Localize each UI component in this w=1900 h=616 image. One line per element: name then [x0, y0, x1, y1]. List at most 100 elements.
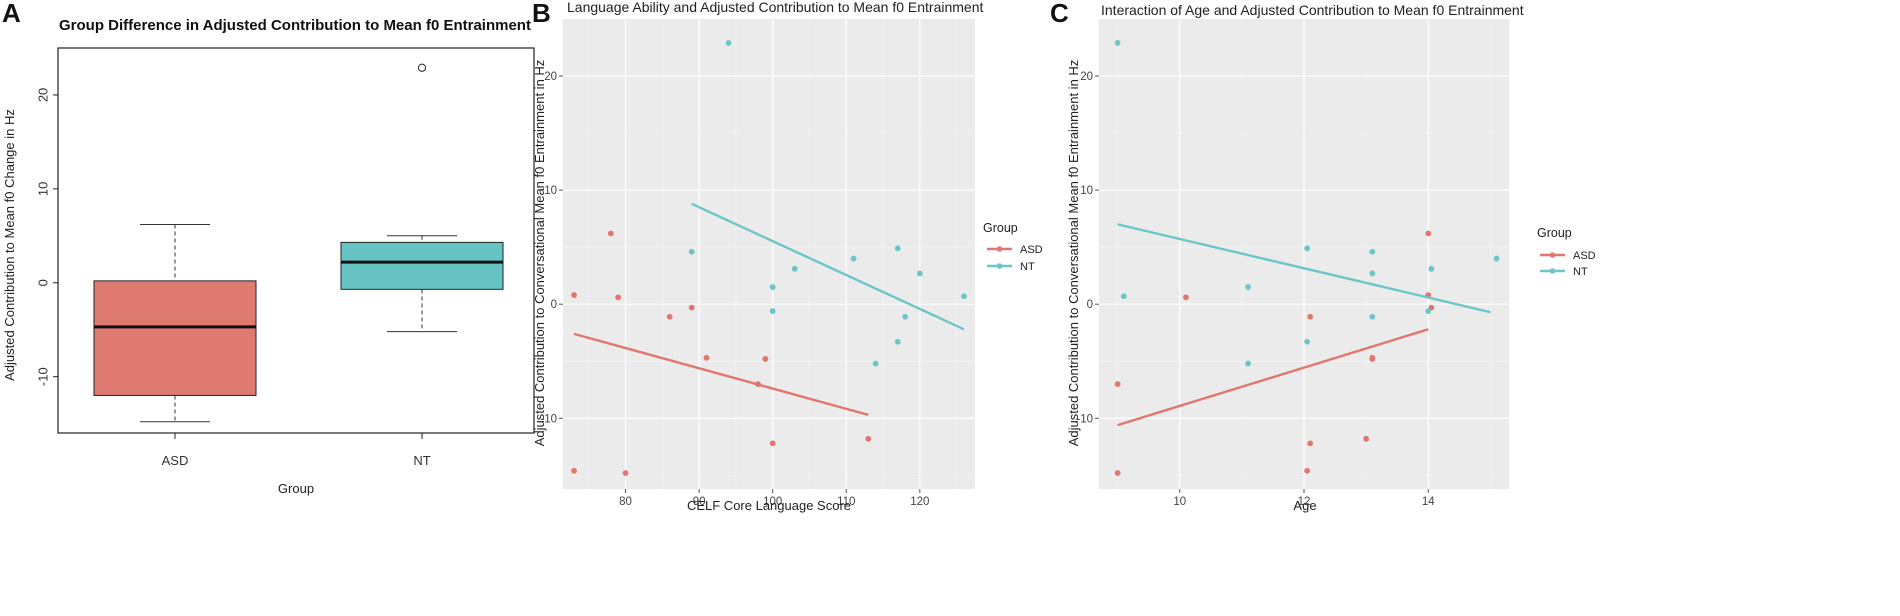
panel-b-asd-point	[755, 381, 761, 387]
panel-a-title: Group Difference in Adjusted Contributio…	[59, 17, 531, 34]
panel-b-asd-point	[607, 230, 614, 237]
panel-a-nt-outlier	[417, 63, 427, 72]
panel-c-nt-point	[1369, 313, 1376, 320]
panel-c-legend-asd-label: ASD	[1573, 250, 1596, 262]
panel-a-x-axis: ASD NT	[162, 433, 431, 468]
panel-c-legend-title: Group	[1537, 226, 1572, 240]
panel-c-series	[1114, 40, 1500, 476]
panel-b-title: Language Ability and Adjusted Contributi…	[567, 0, 984, 15]
panel-b-nt-point	[850, 255, 857, 262]
panel-b-legend-asd-marker	[996, 246, 1003, 252]
panel-b-nt-point	[961, 293, 967, 300]
panel-c-nt-point	[1114, 40, 1121, 46]
panel-c-nt-point	[1304, 245, 1311, 252]
panel-b-asd-point	[571, 467, 577, 474]
panel-c-legend-nt-label: NT	[1573, 266, 1588, 278]
panel-c-x-tick-label: 12	[1298, 496, 1311, 508]
panel-c-nt-point	[1120, 293, 1127, 300]
panel-b-axes: 80 90 100 110 120 -10 0 10 20	[540, 71, 929, 508]
panel-b-nt-point	[902, 313, 909, 320]
panel-c-x-label: Age	[1293, 498, 1316, 513]
panel-c-y-tick-label: 0	[1087, 299, 1093, 311]
panel-b-y-tick-label: 0	[551, 299, 557, 311]
panel-b-nt-point	[894, 245, 901, 252]
panel-b-y-tick-label: 10	[544, 185, 557, 197]
panel-c-nt-fit-line	[1117, 223, 1491, 314]
panel-c-asd-point	[1114, 381, 1121, 387]
panel-c-nt-point	[1428, 265, 1435, 272]
panel-b-asd-point	[615, 294, 622, 301]
panel-a-boxes	[93, 63, 504, 423]
panel-b-series	[571, 40, 967, 476]
panel-b-nt-point	[769, 308, 776, 314]
panel-c-x-tick-label: 14	[1422, 496, 1435, 508]
panel-b-asd-point	[703, 354, 710, 361]
panel-c-legend-nt-marker	[1549, 268, 1556, 274]
panel-b-nt-point	[872, 360, 879, 367]
panel-b-nt-point	[688, 248, 695, 255]
panel-b-x-tick-label: 100	[763, 496, 782, 508]
panel-b-nt-fit-line	[691, 202, 965, 331]
panel-b-nt-point	[916, 270, 923, 277]
panel-c-asd-point	[1369, 356, 1376, 362]
panel-c-legend-asd-marker	[1549, 252, 1556, 258]
panel-b-nt-point	[769, 284, 776, 290]
panel-c-asd-point	[1304, 467, 1311, 474]
panel-b-asd-fit-line	[573, 332, 869, 417]
panel-b-x-tick-label: 90	[693, 496, 706, 508]
panel-a-y-label: Adjusted Contribution to Mean f0 Change …	[2, 109, 17, 381]
panel-c-asd-point	[1307, 313, 1314, 320]
panel-b-asd-point	[688, 304, 695, 311]
panel-c: C Interaction of Age and Adjusted Contri…	[1050, 0, 1596, 513]
panel-a-y-axis: -10 0 10 20	[35, 88, 58, 386]
panel-c-letter: C	[1050, 0, 1069, 28]
panel-b-legend: Group ASD NT	[983, 221, 1043, 273]
panel-b-x-tick-label: 120	[910, 496, 929, 508]
panel-c-asd-fit-line	[1117, 328, 1429, 427]
panel-c-asd-point	[1363, 435, 1370, 442]
panel-b-x-tick-label: 110	[837, 496, 855, 508]
panel-a: A Group Difference in Adjusted Contribut…	[2, 0, 535, 496]
panel-c-y-tick-label: 20	[1080, 71, 1093, 83]
panel-b-asd-point	[622, 470, 629, 476]
panel-b-nt-point	[791, 265, 798, 272]
panel-a-y-tick-label: 0	[35, 279, 50, 286]
panel-b-asd-point	[571, 292, 577, 298]
panel-c-asd-point	[1114, 470, 1121, 476]
panel-b-legend-nt-marker	[996, 263, 1003, 269]
panel-c-gridlines	[1099, 19, 1509, 489]
panel-b-asd-point	[769, 440, 776, 447]
panel-b-plot-background	[563, 19, 975, 489]
panel-b-legend-nt-label: NT	[1020, 261, 1035, 273]
panel-c-legend: Group ASD NT	[1537, 226, 1596, 278]
panel-c-x-tick-label: 10	[1173, 496, 1186, 508]
panel-c-asd-point	[1425, 230, 1432, 237]
panel-b-x-label: CELF Core Language Score	[687, 498, 851, 513]
panel-c-nt-point	[1245, 284, 1251, 290]
panel-b-gridlines	[563, 19, 975, 489]
panel-c-nt-point	[1369, 270, 1376, 277]
panel-c-axes: 10 12 14 -10 0 10 20	[1076, 71, 1435, 508]
panel-b-asd-point	[865, 435, 872, 442]
panel-c-nt-point	[1304, 338, 1311, 345]
panel-b-asd-point	[666, 313, 673, 320]
panel-c-nt-point	[1369, 248, 1376, 255]
panel-b-y-tick-label: -10	[540, 413, 557, 425]
panel-a-nt-box	[340, 241, 504, 290]
panel-c-nt-point	[1245, 360, 1251, 367]
panel-b-legend-title: Group	[983, 221, 1018, 235]
panel-b-letter: B	[532, 0, 551, 28]
panel-a-y-tick-label: -10	[35, 367, 50, 386]
panel-c-nt-point	[1493, 255, 1500, 262]
panel-a-y-tick-label: 20	[35, 88, 50, 102]
panel-a-x-tick-label: ASD	[162, 453, 189, 468]
panel-a-letter: A	[2, 0, 21, 28]
panel-a-asd-box	[93, 280, 257, 396]
panel-b-x-tick-label: 80	[619, 496, 632, 508]
panel-b: B Language Ability and Adjusted Contribu…	[532, 0, 1043, 513]
panel-a-x-tick-label: NT	[413, 453, 430, 468]
panel-b-legend-asd-label: ASD	[1020, 244, 1043, 256]
panel-c-y-label: Adjusted Contribution to Conversational …	[1066, 60, 1081, 447]
panel-b-y-tick-label: 20	[544, 71, 557, 83]
